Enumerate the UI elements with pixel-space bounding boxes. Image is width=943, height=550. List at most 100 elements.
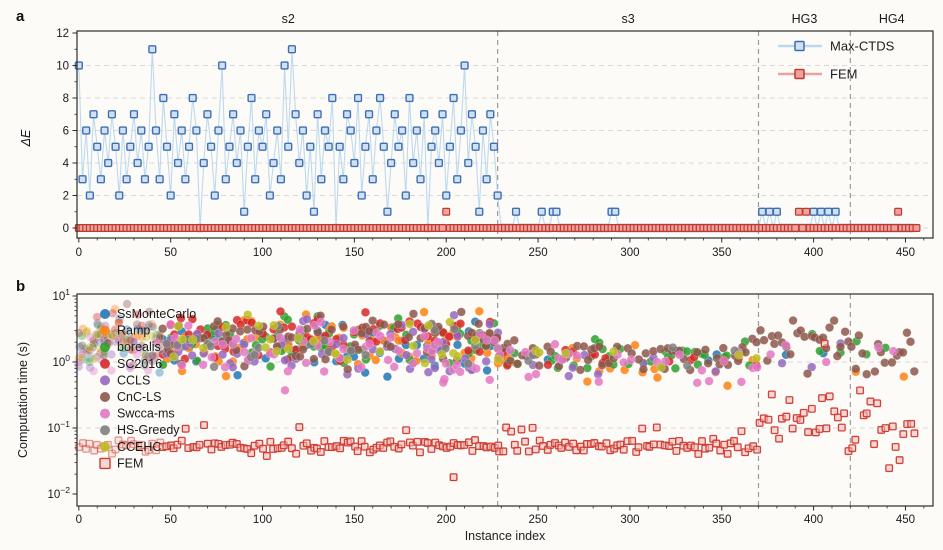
fem-point: [881, 424, 890, 433]
x-tick-label: 300: [620, 247, 639, 259]
data-point: [420, 358, 430, 368]
max-ctds-point: [225, 142, 234, 151]
data-point: [78, 324, 88, 334]
x-axis-title: Instance index: [464, 529, 546, 543]
data-point: [217, 350, 228, 360]
fem-point-outlier: [449, 473, 458, 482]
max-ctds-point: [96, 175, 105, 184]
max-ctds-point: [140, 175, 150, 184]
max-ctds-point: [350, 158, 359, 168]
data-point: [88, 366, 99, 376]
data-point: [356, 362, 366, 372]
data-point: [84, 353, 95, 363]
fem-point: [870, 440, 879, 449]
fem-point: [507, 427, 516, 436]
data-point: [207, 352, 217, 362]
data-point: [475, 347, 485, 357]
data-point: [132, 319, 142, 330]
fem-point: [353, 447, 362, 456]
max-ctds-point: [144, 142, 153, 151]
max-ctds-point: [401, 191, 410, 200]
data-point: [829, 315, 839, 326]
data-point: [736, 377, 746, 387]
data-point: [188, 335, 198, 345]
max-ctds-point: [210, 191, 219, 200]
y-tick-label: 10−1: [48, 419, 71, 435]
data-point: [692, 378, 702, 388]
fem-point: [694, 450, 703, 458]
data-point: [148, 322, 158, 332]
max-ctds-point: [467, 110, 477, 119]
data-point: [343, 364, 353, 374]
fem-point: [798, 224, 807, 233]
legend-label: CnC-LS: [117, 390, 161, 404]
fem-point: [247, 449, 256, 458]
data-point: [250, 350, 260, 360]
max-ctds-point: [218, 61, 227, 70]
data-point: [802, 369, 813, 379]
data-point: [132, 349, 142, 360]
data-point: [110, 336, 120, 347]
x-tick-label: 150: [345, 514, 364, 526]
data-point: [147, 319, 157, 329]
y-tick-label: 10−2: [48, 485, 71, 501]
fem-point: [649, 440, 658, 449]
data-point: [652, 373, 663, 383]
x-tick-label: 0: [76, 514, 82, 526]
data-point: [144, 322, 154, 332]
data-point: [74, 328, 84, 338]
data-point: [143, 351, 153, 362]
fem-point: [602, 439, 611, 448]
data-point: [751, 353, 762, 363]
max-ctds-point: [298, 126, 308, 135]
data-point: [106, 349, 117, 360]
data-point: [857, 348, 868, 359]
data-point: [139, 360, 150, 371]
max-ctds-point: [339, 175, 348, 184]
data-point: [77, 354, 88, 365]
data-point: [129, 337, 139, 347]
data-point: [118, 336, 128, 346]
max-ctds-point: [335, 142, 344, 151]
panel-b-label: b: [16, 278, 26, 295]
fem-point: [815, 425, 824, 433]
data-point: [408, 341, 418, 351]
fem-point: [628, 436, 637, 445]
data-point: [420, 331, 430, 341]
max-ctds-point: [486, 110, 495, 119]
max-ctds-point: [166, 191, 175, 200]
legend-swatch: [100, 325, 110, 336]
legend-label: Ramp: [117, 324, 150, 338]
data-point: [151, 338, 161, 348]
data-point: [283, 315, 293, 325]
data-point: [147, 351, 157, 361]
data-point: [82, 345, 92, 356]
fem-point: [818, 394, 826, 403]
data-point: [449, 310, 459, 320]
data-point: [846, 342, 856, 352]
data-point: [111, 328, 121, 338]
data-point: [452, 340, 463, 350]
fem-point: [802, 207, 811, 216]
data-point: [564, 371, 574, 381]
series-fem: [74, 339, 919, 482]
data-point: [133, 324, 143, 334]
fem-point: [177, 436, 186, 445]
data-point: [674, 350, 685, 360]
legend-label: CCLS: [117, 373, 150, 387]
max-ctds-point: [151, 126, 161, 135]
y-tick-label: 4: [63, 158, 70, 170]
data-point: [113, 335, 124, 345]
max-ctds-point: [434, 158, 443, 168]
section-label: s3: [621, 12, 634, 26]
y-tick-label: 101: [52, 287, 70, 303]
data-point: [158, 324, 168, 334]
data-point: [147, 321, 157, 331]
data-point: [512, 359, 522, 369]
max-ctds-point: [368, 175, 377, 184]
max-ctds-point: [126, 142, 135, 151]
data-point: [92, 332, 102, 342]
legend-swatch: [99, 457, 111, 470]
max-ctds-point: [115, 191, 124, 200]
data-point: [141, 332, 151, 342]
